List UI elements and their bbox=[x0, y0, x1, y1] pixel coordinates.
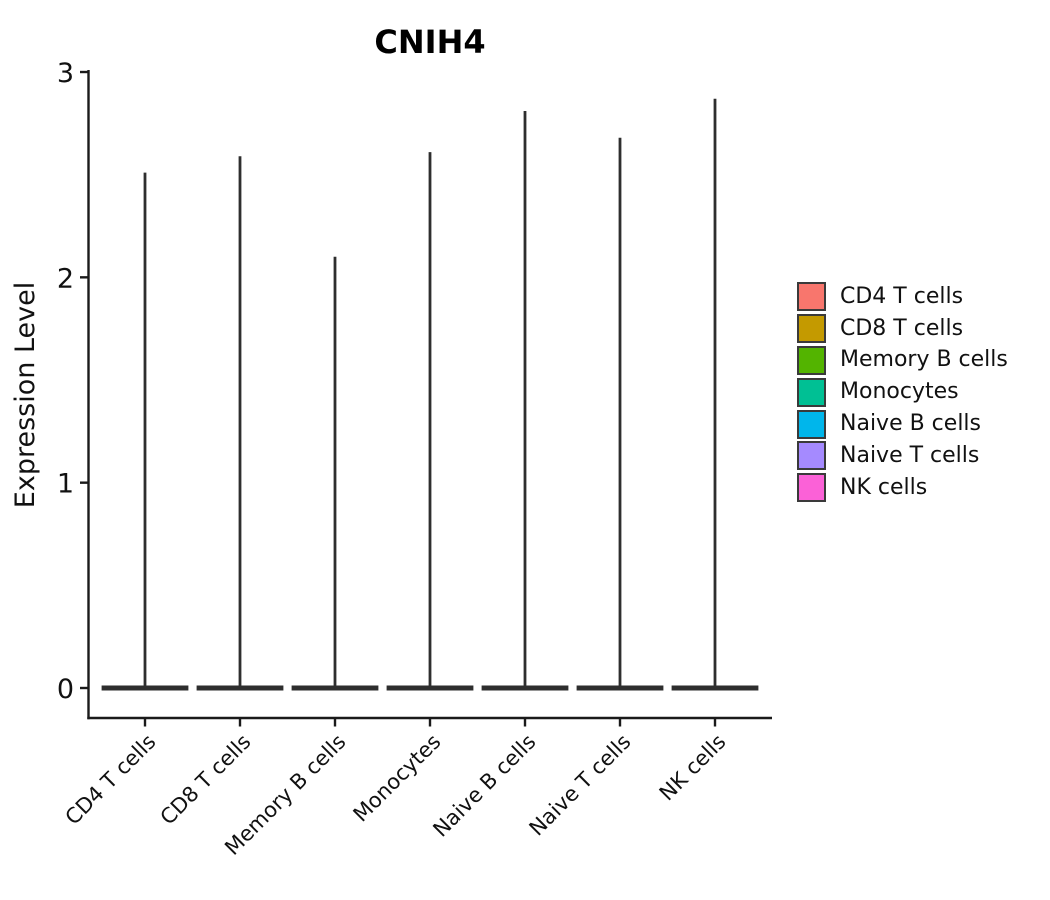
violin bbox=[481, 111, 569, 691]
legend-item: NK cells bbox=[797, 472, 1008, 504]
legend-swatch bbox=[797, 345, 826, 375]
legend-item: Monocytes bbox=[797, 376, 1008, 408]
x-tick-label: CD4 T cells bbox=[61, 730, 161, 830]
violin bbox=[576, 137, 664, 691]
violin bbox=[291, 256, 379, 691]
legend-swatch bbox=[797, 441, 826, 471]
y-tick-label: 1 bbox=[57, 469, 74, 500]
violin bbox=[196, 156, 284, 691]
y-tick-label: 3 bbox=[57, 58, 74, 89]
legend-item: CD8 T cells bbox=[797, 313, 1008, 345]
legend-item: Naive B cells bbox=[797, 408, 1008, 440]
legend-label: Naive B cells bbox=[840, 411, 982, 437]
legend-swatch bbox=[797, 314, 826, 344]
legend-item: CD4 T cells bbox=[797, 281, 1008, 313]
x-tick-label: NK cells bbox=[655, 730, 731, 806]
legend-swatch bbox=[797, 282, 826, 312]
y-tick-label: 2 bbox=[57, 263, 74, 294]
legend-label: Monocytes bbox=[840, 379, 959, 405]
chart-title: CNIH4 bbox=[374, 23, 485, 61]
legend-label: NK cells bbox=[840, 474, 928, 500]
x-axis-ticks bbox=[143, 718, 717, 727]
x-tick-label: Naive T cells bbox=[525, 730, 636, 841]
violins bbox=[101, 98, 759, 691]
x-tick-label: CD8 T cells bbox=[156, 730, 256, 830]
violin bbox=[386, 152, 474, 691]
y-axis-ticks: 0 1 2 3 bbox=[57, 58, 89, 705]
legend-label: Naive T cells bbox=[840, 442, 980, 468]
legend-item: Memory B cells bbox=[797, 345, 1008, 377]
legend-item: Naive T cells bbox=[797, 440, 1008, 472]
legend-swatch bbox=[797, 377, 826, 407]
legend-swatch bbox=[797, 409, 826, 439]
violin bbox=[671, 98, 759, 691]
legend-swatch bbox=[797, 473, 826, 503]
legend-label: Memory B cells bbox=[840, 347, 1008, 373]
violin bbox=[101, 172, 189, 691]
y-axis-title: Expression Level bbox=[10, 282, 41, 508]
legend: CD4 T cells CD8 T cells Memory B cells Mono… bbox=[797, 281, 1008, 504]
x-tick-label: Monocytes bbox=[349, 730, 446, 827]
legend-label: CD8 T cells bbox=[840, 315, 964, 341]
legend-label: CD4 T cells bbox=[840, 283, 964, 309]
y-tick-label: 0 bbox=[57, 674, 74, 705]
